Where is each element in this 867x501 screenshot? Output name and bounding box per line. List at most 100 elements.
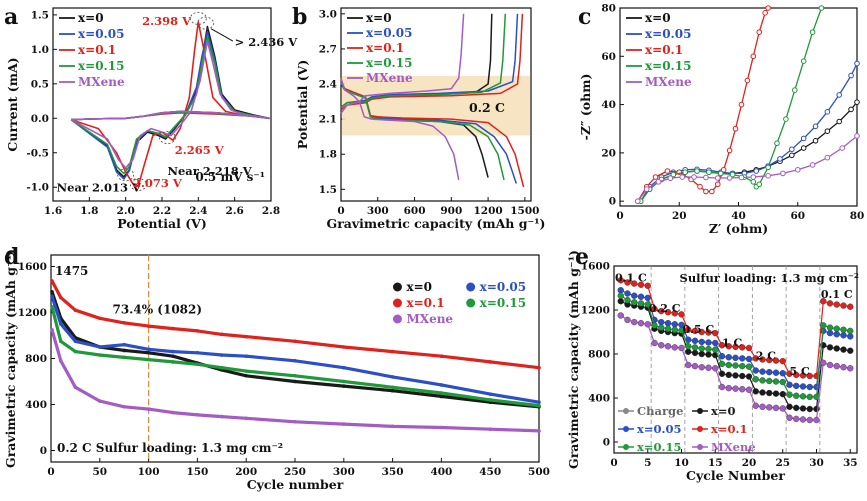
- x-tick-label: 15: [708, 457, 723, 469]
- rate-point-x-0-05: [745, 355, 753, 363]
- x-tick-label: 150: [186, 466, 208, 478]
- rate-point-mxene: [840, 364, 847, 371]
- rate-point-x-0-15: [752, 376, 759, 383]
- cycling-point-x-0-15: [195, 362, 200, 367]
- legend-label-mxene: MXene: [366, 71, 413, 85]
- cycling-point-mxene: [195, 413, 200, 417]
- nyquist-curve-x-0: [640, 101, 858, 202]
- rate-point-mxene: [631, 318, 638, 326]
- cycling-point-x-0-1: [73, 308, 78, 313]
- rate-point-x-0-15: [685, 343, 692, 350]
- rate-point-x-0: [840, 346, 847, 353]
- rate-point-x-0-05: [698, 338, 705, 346]
- charge-curve-mxene: [340, 13, 465, 114]
- annotation-peak-2436: > 2.436 V: [235, 35, 299, 49]
- cycling-point-x-0-05: [73, 339, 78, 344]
- panel-b: 0 300 600 900 1200 1500 1.5 1.8 2.1 2.4 2.7 3.0 Grav…: [295, 7, 545, 231]
- x-tick-label: 25: [775, 457, 790, 469]
- nyquist-point-x-0-15: [706, 169, 712, 175]
- rate-point-mxene: [651, 339, 658, 347]
- rate-point-x-0-15: [698, 345, 705, 352]
- x-tick-label: 350: [382, 466, 404, 478]
- rate-point-x-0-1: [739, 344, 746, 351]
- rate-point-x-0-1: [745, 344, 753, 352]
- rate-point-x-0-05: [793, 382, 800, 390]
- cycling-point-x-0-05: [439, 383, 444, 387]
- rate-point-x-0-1: [644, 282, 651, 289]
- nyquist-point-x-0: [854, 99, 860, 105]
- rate-point-x-0-1: [772, 357, 780, 364]
- nyquist-point-x-0-05: [836, 92, 843, 98]
- x-tick-label: 2.0: [117, 205, 135, 217]
- rate-point-x-0-15: [678, 327, 685, 334]
- rate-point-x-0-1: [820, 298, 827, 305]
- nyquist-point-x-0-1: [703, 188, 709, 195]
- y-tick-label: 2.7: [319, 43, 337, 55]
- nyquist-point-x-0-15: [800, 58, 807, 64]
- nyquist-point-x-0-15: [791, 87, 798, 93]
- legend-label-x-0-05: x=0.05: [480, 280, 526, 294]
- nyquist-point-x-0-15: [717, 170, 724, 177]
- nyquist-point-x-0-15: [783, 116, 789, 122]
- nyquist-point-x-0: [789, 152, 795, 159]
- cv-curve-x-0-15: [70, 36, 271, 175]
- rate-point-x-0-15: [820, 322, 827, 329]
- x-tick-label: 1200: [473, 205, 502, 217]
- nyquist-point-x-0-1: [765, 5, 771, 11]
- legend-label-x-0: x=0: [78, 11, 104, 25]
- cycling-point-x-0-15: [73, 349, 78, 354]
- rate-point-x-0-15: [718, 360, 726, 368]
- y-tick-label: 20: [601, 147, 616, 159]
- cycling-point-x-0-15: [122, 355, 126, 360]
- nyquist-point-mxene: [794, 166, 801, 173]
- annotation-peak-2398: 2.398 V: [142, 14, 192, 28]
- rate-point-mxene: [820, 359, 827, 366]
- y-tick-label: 1.5: [31, 9, 49, 21]
- rate-point-x-0-05: [637, 293, 645, 300]
- cycling-point-mxene: [122, 405, 126, 409]
- panel-label-c: c: [578, 4, 591, 30]
- rate-point-mxene: [644, 321, 651, 328]
- nyquist-point-mxene: [679, 174, 686, 180]
- discharge-curve-mxene: [340, 77, 460, 181]
- nyquist-point-mxene: [765, 173, 771, 179]
- nyquist-point-mxene: [839, 145, 845, 151]
- cycling-point-x-0: [244, 373, 248, 378]
- y-tick-label: 80: [601, 3, 616, 15]
- rate-point-x-0: [725, 371, 732, 379]
- rate-point-mxene: [617, 312, 624, 319]
- rate-point-x-0-15: [833, 325, 840, 332]
- rate-point-x-0-1: [725, 343, 732, 350]
- nyquist-point-x-0-05: [789, 146, 795, 153]
- rate-point-mxene: [718, 383, 726, 391]
- plateau-highlight: [342, 75, 530, 136]
- nyquist-point-x-0-1: [720, 166, 727, 173]
- rate-point-mxene: [698, 364, 705, 371]
- rate-point-x-0-05: [644, 294, 651, 302]
- x-tick-label: 0: [47, 466, 54, 478]
- rate-point-x-0-1: [678, 311, 685, 318]
- rate-point-x-0-15: [671, 326, 678, 333]
- cycling-point-x-0-1: [122, 321, 126, 325]
- cycling-point-x-0: [439, 394, 444, 399]
- x-tick-label: 80: [850, 210, 865, 222]
- rate-point-x-0-15: [691, 344, 699, 351]
- x-tick-label: 600: [404, 205, 426, 217]
- plot-frame: [613, 265, 858, 454]
- rate-point-x-0-15: [637, 300, 645, 307]
- rate-point-mxene: [705, 364, 712, 371]
- nyquist-point-x-0-15: [756, 181, 763, 188]
- nyquist-point-x-0-05: [800, 135, 807, 142]
- rate-point-x-0-1: [786, 370, 793, 377]
- y-tick-label: 0.0: [31, 113, 49, 125]
- rate-point-x-0-1: [664, 309, 672, 316]
- nyquist-point-mxene: [634, 198, 641, 204]
- legend-label-x-0-15: x=0.15: [645, 59, 691, 73]
- nyquist-point-mxene: [738, 174, 745, 181]
- peak-marker: [117, 168, 135, 182]
- discharge-curve-x-0-1: [340, 80, 525, 188]
- rate-point-x-0-15: [766, 377, 773, 385]
- cycling-point-x-0-15: [488, 398, 493, 402]
- panel-label-d: d: [4, 244, 19, 270]
